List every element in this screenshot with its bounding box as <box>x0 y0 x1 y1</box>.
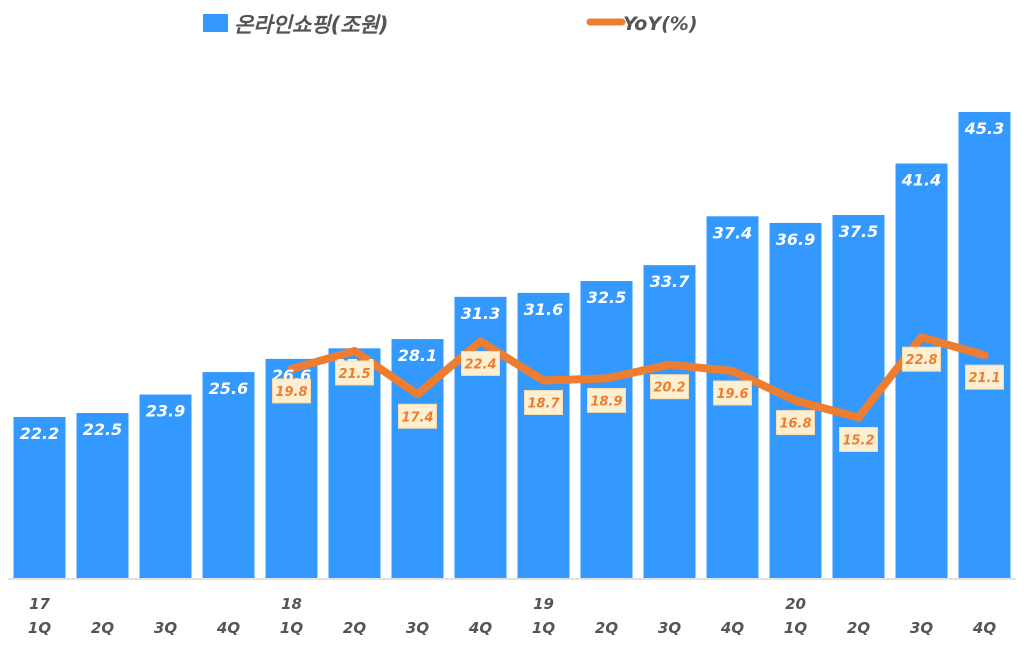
x-tick-label: 4Q <box>216 619 240 637</box>
legend: 온라인쇼핑(조원) YoY(%) <box>203 13 698 37</box>
yoy-value-label: 18.9 <box>590 394 622 409</box>
yoy-value-label: 22.4 <box>464 357 496 372</box>
yoy-value-label: 20.2 <box>653 381 685 396</box>
bar-value-label: 32.5 <box>587 288 626 307</box>
x-tick-label: 3Q <box>154 619 177 637</box>
yoy-label-box <box>650 374 689 400</box>
yoy-value-label: 15.2 <box>842 433 874 448</box>
x-year-label: 18 <box>281 595 302 613</box>
legend-bar-label: 온라인쇼핑(조원) <box>234 13 388 37</box>
bar-value-label: 37.4 <box>713 223 752 242</box>
x-tick-label: 2Q <box>595 619 618 637</box>
x-tick-label: 1Q <box>28 619 51 637</box>
x-year-label: 20 <box>785 595 806 613</box>
yoy-label-box <box>335 360 374 386</box>
bar-value-label: 37.5 <box>839 222 878 241</box>
bar-value-label: 28.1 <box>398 346 437 365</box>
x-tick-label: 2Q <box>847 619 870 637</box>
bar <box>643 265 696 578</box>
bar-value-label: 23.9 <box>146 402 185 421</box>
x-tick-label: 4Q <box>468 619 492 637</box>
x-tick-label: 2Q <box>343 619 366 637</box>
yoy-value-label: 21.1 <box>968 371 1000 386</box>
bar <box>13 416 66 578</box>
yoy-label-box <box>524 390 563 416</box>
x-tick-label: 3Q <box>658 619 681 637</box>
bar-value-label: 25.6 <box>209 379 248 398</box>
yoy-label-box <box>398 403 437 429</box>
bar <box>76 413 129 578</box>
bar-value-label: 36.9 <box>776 230 815 249</box>
yoy-value-label: 17.4 <box>401 410 433 425</box>
yoy-value-label: 19.6 <box>716 387 748 402</box>
yoy-label-box <box>272 378 311 404</box>
bar <box>139 394 192 578</box>
bar <box>517 292 570 578</box>
yoy-value-label: 22.8 <box>905 353 937 368</box>
bar <box>202 372 255 578</box>
yoy-value-label: 21.5 <box>338 367 370 382</box>
bar-value-label: 31.3 <box>461 304 500 323</box>
yoy-label-box <box>713 380 752 406</box>
bar <box>958 112 1011 578</box>
yoy-label-box <box>902 346 941 372</box>
x-year-label: 17 <box>29 595 50 613</box>
yoy-label-box <box>839 426 878 452</box>
bar <box>328 348 381 578</box>
yoy-label-box <box>776 410 815 436</box>
yoy-label-box <box>587 387 626 413</box>
x-tick-label: 1Q <box>784 619 807 637</box>
yoy-value-label: 19.8 <box>275 385 307 400</box>
x-tick-label: 4Q <box>972 619 996 637</box>
legend-line-label: YoY(%) <box>623 13 698 35</box>
bar-value-label: 31.6 <box>524 300 563 319</box>
bar-value-label: 22.5 <box>83 420 122 439</box>
yoy-label-box <box>965 364 1004 390</box>
yoy-value-label: 18.7 <box>527 397 560 412</box>
yoy-value-label: 16.8 <box>779 417 811 432</box>
yoy-label-box <box>461 350 500 376</box>
x-tick-label: 1Q <box>280 619 303 637</box>
x-tick-label: 3Q <box>406 619 429 637</box>
x-year-label: 19 <box>533 595 554 613</box>
bar-value-label: 45.3 <box>964 119 1004 138</box>
legend-bar-swatch <box>203 14 228 32</box>
x-tick-label: 2Q <box>91 619 114 637</box>
x-tick-label: 1Q <box>532 619 555 637</box>
bar-value-label: 41.4 <box>901 171 941 190</box>
yoy-line <box>287 333 989 422</box>
bar <box>580 281 633 578</box>
x-tick-label: 3Q <box>910 619 933 637</box>
bar-value-label: 33.7 <box>650 272 690 291</box>
x-tick-label: 4Q <box>720 619 744 637</box>
bar-value-label: 22.2 <box>20 424 59 443</box>
